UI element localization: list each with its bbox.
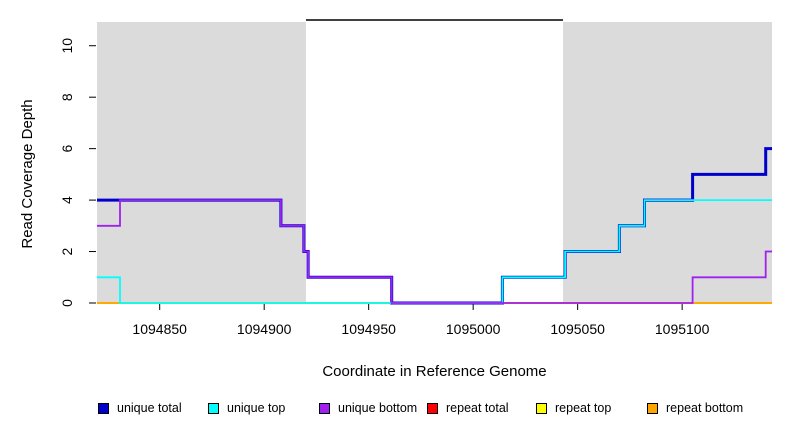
legend-label: repeat total: [446, 401, 509, 415]
legend-label: unique top: [227, 401, 286, 415]
legend-swatch: [98, 402, 109, 414]
y-axis-title: Read Coverage Depth: [19, 99, 36, 248]
y-axis-tick-label: 4: [59, 196, 75, 204]
legend-label: repeat top: [555, 401, 612, 415]
shaded-region: [97, 22, 306, 303]
chart-legend: unique total unique top unique bottom repea…: [0, 398, 792, 422]
y-axis-tick-label: 0: [59, 299, 75, 307]
series-line-unique-bottom: [97, 199, 772, 304]
x-axis-tick-label: 1094850: [132, 321, 187, 337]
series-line-unique-top: [97, 199, 772, 304]
y-axis-tick-label: 2: [59, 247, 75, 255]
legend-item: repeat top: [536, 398, 611, 418]
legend-swatch: [647, 402, 658, 414]
x-axis-title: Coordinate in Reference Genome: [322, 363, 546, 380]
legend-swatch: [427, 402, 438, 414]
legend-label: unique bottom: [338, 401, 418, 415]
y-axis-tick-label: 6: [59, 145, 75, 153]
legend-swatch: [536, 402, 547, 414]
y-axis-tick-label: 10: [59, 38, 75, 54]
legend-item: unique bottom: [319, 398, 417, 418]
shaded-region: [563, 22, 772, 303]
x-axis-tick-label: 1094900: [237, 321, 292, 337]
x-axis-tick-label: 1095100: [655, 321, 710, 337]
x-axis-tick-label: 1095050: [550, 321, 605, 337]
legend-swatch: [208, 402, 219, 414]
legend-item: repeat total: [427, 398, 509, 418]
legend-item: unique top: [208, 398, 285, 418]
legend-label: repeat bottom: [666, 401, 744, 415]
legend-item: unique total: [98, 398, 182, 418]
legend-item: repeat bottom: [647, 398, 743, 418]
legend-swatch: [319, 402, 330, 414]
x-axis-tick-label: 1094950: [341, 321, 396, 337]
y-axis-tick-label: 8: [59, 93, 75, 101]
x-axis-tick-label: 1095000: [446, 321, 501, 337]
legend-label: unique total: [117, 401, 182, 415]
